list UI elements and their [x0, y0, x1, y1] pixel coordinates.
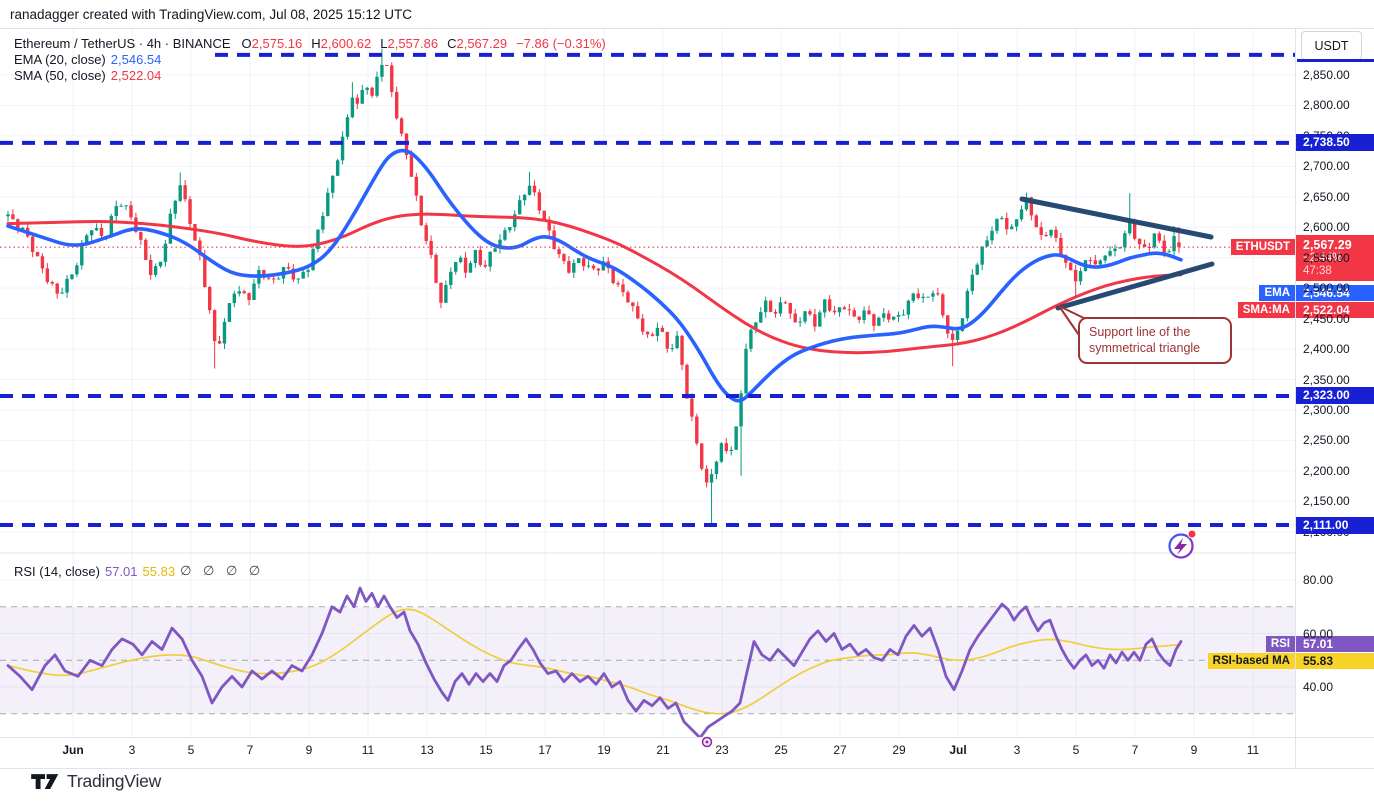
rsi-ma-value: 55.83 — [142, 563, 176, 579]
symbol-legend[interactable]: Ethereum / TetherUS · 4h · BINANCE O2,57… — [14, 36, 606, 51]
time-tick: 13 — [420, 743, 434, 757]
time-tick: 5 — [187, 743, 195, 757]
open-label: O — [241, 36, 252, 51]
time-tick: 7 — [246, 743, 254, 757]
price-tick: 2,550.00 — [1303, 250, 1350, 265]
close-label: C — [447, 36, 457, 51]
ema-legend-row[interactable]: EMA (20, close) 2,546.54 — [14, 52, 161, 67]
time-tick: 9 — [1190, 743, 1198, 757]
price-tick: 2,200.00 — [1303, 463, 1350, 478]
time-tick: 11 — [361, 743, 375, 757]
price-tick: 2,650.00 — [1303, 189, 1350, 204]
price-tick: 2,500.00 — [1303, 281, 1350, 296]
grid — [0, 28, 1295, 737]
time-tick: 9 — [305, 743, 313, 757]
symbol-badge-tag[interactable]: ETHUSDT — [1230, 239, 1295, 255]
rsi-ma-badge-value: 55.83 — [1296, 653, 1374, 669]
callout-line1: Support line of the — [1089, 325, 1191, 339]
symbol-title[interactable]: Ethereum / TetherUS · 4h · BINANCE — [14, 36, 231, 51]
time-tick: 17 — [538, 743, 552, 757]
time-tick: 21 — [656, 743, 670, 757]
price-tick: 2,250.00 — [1303, 433, 1350, 448]
ema-line — [6, 148, 1183, 403]
level-price-badge[interactable]: 2,323.00 — [1296, 387, 1374, 405]
high-label: H — [311, 36, 321, 51]
symbol-price-badge[interactable]: 2,567.29 −2.44% 47:38 — [1296, 235, 1374, 281]
time-tick: 5 — [1072, 743, 1080, 757]
price-tick: 2,350.00 — [1303, 372, 1350, 387]
time-tick: 7 — [1131, 743, 1139, 757]
change-value: −7.86 (−0.31%) — [516, 36, 606, 51]
triangle-lower-trendline — [1055, 261, 1215, 311]
support-resistance-levels[interactable] — [0, 52, 1295, 528]
time-tick: Jun — [62, 743, 84, 757]
support-callout[interactable]: Support line of the symmetrical triangle — [1078, 317, 1232, 364]
ema-label: EMA (20, close) — [14, 52, 106, 67]
time-tick: 15 — [479, 743, 493, 757]
price-tick: 2,450.00 — [1303, 311, 1350, 326]
price-tick: 2,400.00 — [1303, 342, 1350, 357]
events-lightning-icon[interactable] — [1168, 529, 1197, 559]
change-percent: −2.44% — [1303, 252, 1343, 264]
hidden-level-badge-sliver — [1297, 59, 1374, 62]
last-price: 2,567.29 — [1303, 238, 1352, 252]
ema-value: 2,546.54 — [110, 52, 162, 67]
rsi-hidden-values: ∅ ∅ ∅ ∅ — [180, 563, 265, 578]
price-tick: 2,150.00 — [1303, 494, 1350, 509]
timeline-marker-icon[interactable] — [701, 736, 713, 748]
callout-line2: symmetrical triangle — [1089, 341, 1201, 356]
low-value: 2,557.86 — [387, 36, 439, 51]
rsi-label: RSI (14, close) — [14, 563, 100, 579]
level-price-badge[interactable]: 2,738.50 — [1296, 134, 1374, 152]
pane-borders — [0, 28, 1374, 769]
time-tick: 25 — [774, 743, 788, 757]
ema-badge-tag[interactable]: EMA — [1259, 285, 1295, 301]
time-tick: 23 — [715, 743, 729, 757]
sma-value: 2,522.04 — [110, 68, 162, 83]
triangle-upper-trendline — [1019, 196, 1214, 240]
sma-badge-value: 2,522.04 — [1296, 302, 1374, 318]
bar-countdown: 47:38 — [1303, 265, 1332, 277]
price-tick: 2,700.00 — [1303, 159, 1350, 174]
price-tick: 2,850.00 — [1303, 68, 1350, 82]
logo-tv-icon — [31, 774, 59, 789]
rsi-tick: 80.00 — [1303, 573, 1334, 587]
moving-averages — [6, 148, 1183, 403]
price-tick: 2,300.00 — [1303, 402, 1350, 417]
time-tick: 3 — [1013, 743, 1021, 757]
sma-label: SMA (50, close) — [14, 68, 106, 83]
candles[interactable] — [6, 48, 1181, 526]
time-tick: 19 — [597, 743, 611, 757]
rsi-value: 57.01 — [104, 563, 138, 579]
sma-badge-tag[interactable]: SMA:MA — [1237, 302, 1295, 318]
price-tick: 2,800.00 — [1303, 98, 1350, 113]
close-value: 2,567.29 — [456, 36, 508, 51]
rsi-line — [6, 586, 1183, 737]
rsi-tick: 60.00 — [1303, 626, 1334, 641]
price-tick: 2,600.00 — [1303, 220, 1350, 235]
time-tick: 27 — [833, 743, 847, 757]
currency-usdt-button[interactable]: USDT — [1301, 31, 1362, 60]
ema-badge-value: 2,546.54 — [1296, 285, 1374, 301]
tradingview-logo[interactable]: TradingView — [30, 771, 161, 792]
time-tick: 11 — [1246, 743, 1260, 757]
open-value: 2,575.16 — [251, 36, 303, 51]
sma-line — [6, 212, 1183, 355]
level-price-badge[interactable]: 2,111.00 — [1296, 516, 1374, 534]
time-tick: Jul — [949, 743, 967, 757]
sma-legend-row[interactable]: SMA (50, close) 2,522.04 — [14, 68, 161, 83]
rsi-legend-row[interactable]: RSI (14, close) 57.01 55.83 ∅ ∅ ∅ ∅ — [14, 563, 264, 579]
attribution-text: ranadagger created with TradingView.com,… — [10, 7, 412, 22]
rsi-ma-badge-tag[interactable]: RSI-based MA — [1207, 653, 1295, 669]
time-tick: 3 — [128, 743, 136, 757]
low-label: L — [380, 36, 388, 51]
logo-text: TradingView — [67, 771, 162, 791]
high-value: 2,600.62 — [320, 36, 372, 51]
rsi-badge-value: 57.01 — [1296, 636, 1374, 652]
rsi-badge-tag[interactable]: RSI — [1265, 636, 1295, 652]
time-tick: 29 — [892, 743, 906, 757]
rsi-pane-lines — [6, 586, 1183, 737]
rsi-tick: 40.00 — [1303, 680, 1334, 694]
